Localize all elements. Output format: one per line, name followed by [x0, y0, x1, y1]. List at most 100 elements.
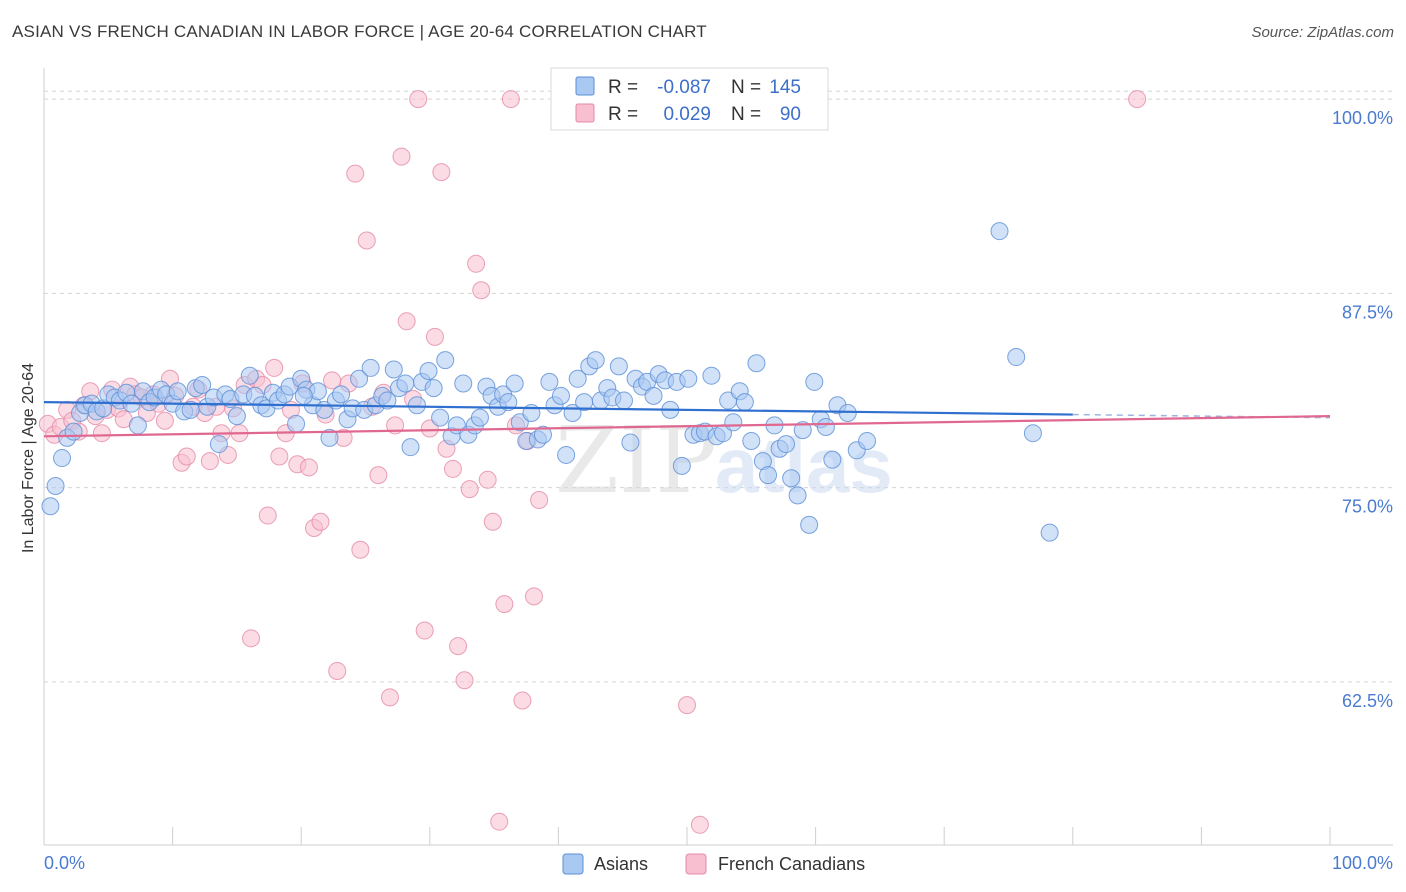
asian-point [53, 449, 72, 468]
french-canadian-point [490, 812, 509, 831]
french-canadian-point [357, 231, 376, 250]
french-canadian-point [467, 254, 486, 273]
trend-lines [43, 401, 1331, 438]
legend-french-label: French Canadians [718, 854, 865, 874]
stats-box [550, 67, 829, 131]
asian-point [240, 366, 259, 385]
asian-point [540, 372, 559, 391]
asian-point [702, 366, 721, 385]
french-canadian-point [690, 815, 709, 834]
french-canadian-point [409, 90, 428, 109]
asian-point [470, 408, 489, 427]
stats-asian-swatch [575, 76, 595, 96]
asian-point [499, 393, 518, 412]
asian-point [679, 369, 698, 388]
french-canadian-point [155, 411, 174, 430]
asian-point [1023, 424, 1042, 443]
asian-point [396, 374, 415, 393]
asian-point [454, 374, 473, 393]
stats-french-n-value: 90 [780, 104, 801, 125]
asian-point [586, 351, 605, 370]
asian-point [805, 372, 824, 391]
stats-french-r-value: 0.029 [663, 104, 711, 125]
asian-point [557, 445, 576, 464]
asian-point [551, 386, 570, 405]
legend-asians-label: Asians [594, 854, 648, 874]
asian-point [419, 362, 438, 381]
stats-french-n-label: N = [731, 104, 761, 125]
french-canadian-point [270, 447, 289, 466]
y-tick-label: 87.5% [1342, 302, 1393, 322]
french-canadian-point [524, 587, 543, 606]
asian-point [735, 393, 754, 412]
legend-french-swatch [685, 853, 707, 875]
french-canadian-point [380, 688, 399, 707]
asian-point [227, 407, 246, 426]
french-canadian-point [311, 512, 330, 531]
asians-trend-line [43, 401, 1073, 416]
asian-point [747, 354, 766, 373]
french-canadian-point [415, 621, 434, 640]
watermark-zip: ZIP [555, 407, 717, 514]
stats-asian-n-value: 145 [769, 77, 801, 98]
stats-asian-r-value: -0.087 [657, 77, 711, 98]
asian-point [401, 438, 420, 457]
french-canadian-point [455, 671, 474, 690]
french-canadian-point [177, 447, 196, 466]
french-canadian-point [478, 470, 497, 489]
asian-point [46, 477, 65, 496]
french-canadian-point [443, 459, 462, 478]
asian-point [742, 431, 761, 450]
asian-point [431, 408, 450, 427]
french-canadian-point [200, 452, 219, 471]
bottom-legend: Asians French Canadians [562, 853, 865, 875]
french-canadian-point [495, 595, 514, 614]
french-canadian-point [483, 512, 502, 531]
french-canadian-point [530, 491, 549, 510]
asian-point [378, 391, 397, 410]
y-tick-labels: 62.5% 75.0% 87.5% 100.0% [1332, 108, 1393, 711]
french-canadian-point [258, 506, 277, 525]
french-canadian-point [299, 458, 318, 477]
french-canadian-point [369, 466, 388, 485]
asian-point [793, 421, 812, 440]
stats-french-swatch [575, 103, 595, 123]
french-canadian-point [513, 691, 532, 710]
asian-point [858, 431, 877, 450]
asian-point [384, 360, 403, 379]
french-canadian-point [1128, 90, 1147, 109]
asians-points [41, 222, 1059, 542]
french-canadian-point [92, 424, 111, 443]
asian-point [788, 486, 807, 505]
french-canadian-point [678, 696, 696, 715]
french-canadian-point [328, 661, 347, 680]
asian-point [294, 386, 313, 405]
asian-point [724, 413, 743, 432]
asian-point [800, 515, 819, 534]
stats-asian-r-label: R = [608, 77, 638, 98]
asian-point [1040, 523, 1059, 542]
chart-title: ASIAN VS FRENCH CANADIAN IN LABOR FORCE … [12, 22, 707, 41]
asian-point [533, 425, 552, 444]
asian-point [41, 497, 60, 516]
stats-french-r-label: R = [608, 104, 638, 125]
y-tick-label: 100.0% [1332, 108, 1393, 128]
y-tick-label: 62.5% [1342, 691, 1393, 711]
stats-legend: R = -0.087 N = 145 R = 0.029 N = 90 [550, 67, 829, 131]
asian-point [407, 396, 426, 415]
source-label: Source: ZipAtlas.com [1251, 24, 1394, 41]
asian-point [782, 469, 801, 488]
stats-asian-n-label: N = [731, 77, 761, 98]
x-ticks [43, 827, 1331, 845]
x-tick-label-max: 100.0% [1332, 853, 1393, 873]
asian-point [361, 358, 380, 377]
axes [43, 68, 1393, 846]
asian-point [424, 379, 443, 398]
asian-point [777, 435, 796, 454]
asian-point [614, 391, 633, 410]
asian-point [816, 417, 835, 436]
asian-point [64, 422, 83, 441]
asian-point [332, 385, 351, 404]
french-canadian-point [501, 90, 520, 109]
